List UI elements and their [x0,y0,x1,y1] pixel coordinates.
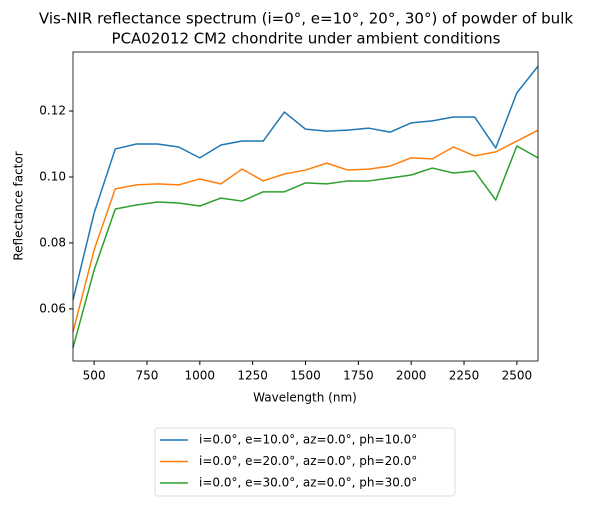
chart-title: Vis-NIR reflectance spectrum (i=0°, e=10… [39,10,573,28]
x-tick-label: 2000 [396,369,427,383]
x-tick-label: 500 [83,369,106,383]
x-tick-label: 2500 [502,369,533,383]
x-tick-label: 1250 [237,369,268,383]
legend-box [154,427,456,497]
y-tick-label: 0.06 [39,301,66,315]
plot-frame [72,51,539,362]
x-tick-label: 1000 [185,369,216,383]
legend-label: i=0.0°, e=10.0°, az=0.0°, ph=10.0° [199,433,417,447]
series-line [72,145,539,349]
chart-title: PCA02012 CM2 chondrite under ambient con… [112,30,501,48]
legend-label: i=0.0°, e=30.0°, az=0.0°, ph=30.0° [199,476,417,490]
x-tick-label: 2250 [449,369,480,383]
y-axis-label: Reflectance factor [12,151,26,260]
y-tick-label: 0.10 [39,169,66,183]
series-line [72,129,539,333]
series-line [72,65,539,301]
y-tick-label: 0.08 [39,235,66,249]
x-tick-label: 1750 [343,369,374,383]
x-axis-label: Wavelength (nm) [253,391,357,405]
legend-label: i=0.0°, e=20.0°, az=0.0°, ph=20.0° [199,454,417,468]
x-tick-label: 1500 [290,369,321,383]
x-tick-label: 750 [136,369,159,383]
y-tick-label: 0.12 [39,104,66,118]
